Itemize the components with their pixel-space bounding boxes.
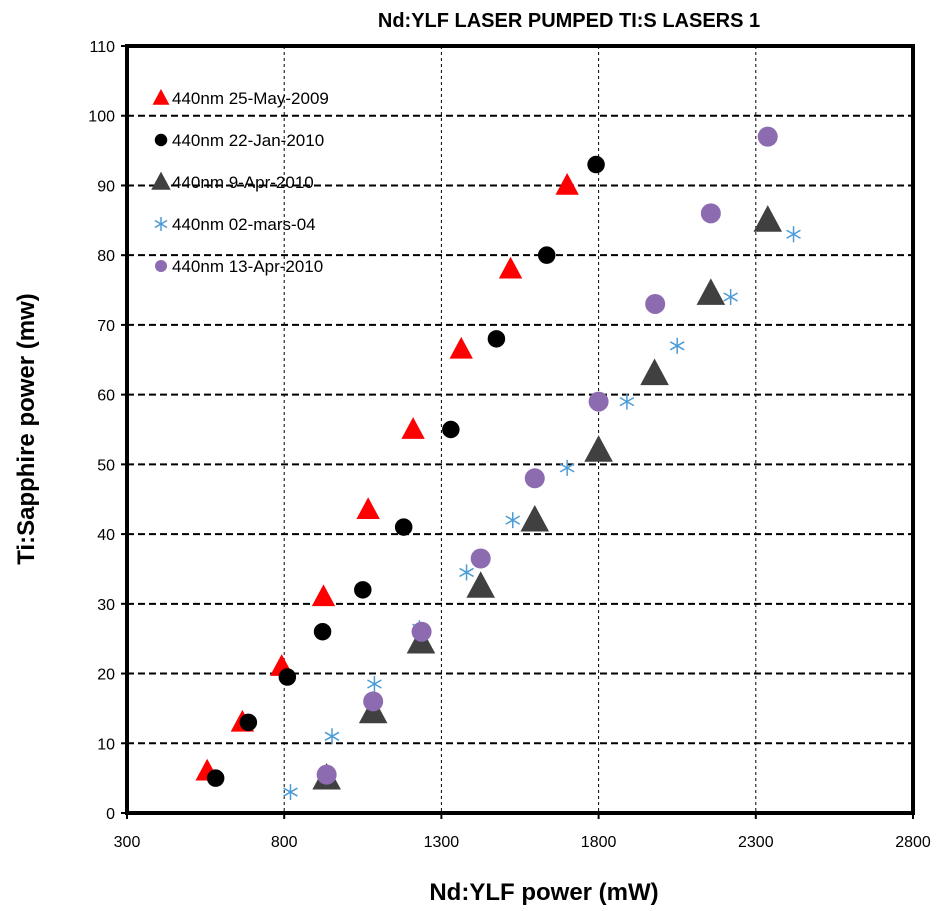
y-tick-label: 40 (97, 527, 115, 544)
y-tick-label: 0 (106, 806, 115, 823)
y-tick-label: 100 (88, 109, 115, 126)
plot-area-frame (125, 44, 915, 815)
y-tick-label: 90 (97, 178, 115, 195)
data-point (786, 226, 801, 243)
series-5 (316, 126, 778, 785)
legend-label: 440nm 25-May-2009 (172, 89, 329, 108)
legend-marker (152, 89, 170, 105)
points-layer (195, 126, 801, 801)
data-point (753, 205, 783, 232)
data-point (411, 621, 432, 642)
y-tick-label: 70 (97, 318, 115, 335)
data-point (619, 393, 635, 410)
y-tick-label: 80 (97, 248, 115, 265)
data-point (559, 459, 575, 476)
data-point (354, 581, 372, 599)
data-point (283, 784, 298, 801)
data-point (537, 246, 556, 264)
data-point (356, 497, 380, 520)
data-point (757, 126, 778, 147)
legend-label: 440nm 13-Apr-2010 (172, 257, 323, 276)
data-point (324, 728, 340, 745)
data-point (316, 764, 337, 785)
x-tick-label: 1800 (581, 834, 617, 851)
x-tick-label: 800 (271, 834, 298, 851)
data-point (206, 769, 225, 787)
data-point (466, 571, 495, 598)
legend-marker (155, 260, 167, 272)
data-point (311, 584, 336, 607)
tick-layer: 0 10 20 30 40 50 60 70 80 90 100 110 300 800 1300 1800 2… (88, 39, 931, 851)
legend-marker (154, 133, 168, 147)
x-tick-label: 2300 (738, 834, 774, 851)
data-point (700, 203, 721, 224)
y-axis-title: Ti:Sapphire power (mw) (13, 293, 40, 565)
y-tick-label: 20 (97, 667, 115, 684)
data-point (498, 256, 523, 279)
y-tick-label: 30 (97, 597, 115, 614)
legend-label: 440nm 22-Jan-2010 (172, 131, 324, 150)
y-tick-label: 110 (89, 39, 115, 56)
data-point (313, 622, 332, 641)
legend: 440nm 25-May-2009 440nm 22-Jan-2010 440nm … (151, 89, 329, 276)
data-point (363, 691, 384, 712)
data-point (278, 668, 297, 686)
data-point (520, 504, 550, 532)
data-point (645, 293, 666, 314)
data-point (640, 358, 669, 386)
data-point (584, 435, 613, 462)
data-point (723, 289, 738, 306)
data-point (524, 468, 545, 489)
data-point (505, 512, 521, 529)
y-tick-label: 50 (97, 457, 115, 474)
data-point (470, 548, 491, 569)
y-tick-label: 60 (97, 388, 115, 405)
legend-label: 440nm 02-mars-04 (172, 215, 316, 234)
data-point (367, 676, 382, 693)
grid-layer (127, 46, 913, 813)
data-point (401, 417, 425, 439)
legend-label: 440nm 9-Apr-2010 (172, 173, 314, 192)
chart-title: Nd:YLF LASER PUMPED TI:S LASERS 1 (378, 10, 760, 32)
y-tick-label: 10 (97, 736, 115, 753)
x-tick-label: 2800 (895, 834, 931, 851)
data-point (459, 564, 474, 581)
data-point (588, 391, 609, 412)
data-point (669, 337, 685, 354)
legend-marker (151, 171, 171, 190)
x-axis-title: Nd:YLF power (mW) (429, 879, 658, 906)
data-point (587, 155, 605, 174)
data-point (487, 330, 506, 348)
x-tick-label: 1300 (424, 834, 460, 851)
x-tick-label: 300 (114, 834, 141, 851)
data-point (449, 336, 473, 359)
data-point (394, 518, 413, 536)
series-4 (283, 226, 801, 801)
data-point (696, 278, 726, 305)
data-point (555, 173, 579, 195)
data-point (442, 420, 460, 439)
legend-marker (154, 217, 168, 231)
data-point (239, 713, 258, 732)
series-2 (206, 155, 605, 787)
